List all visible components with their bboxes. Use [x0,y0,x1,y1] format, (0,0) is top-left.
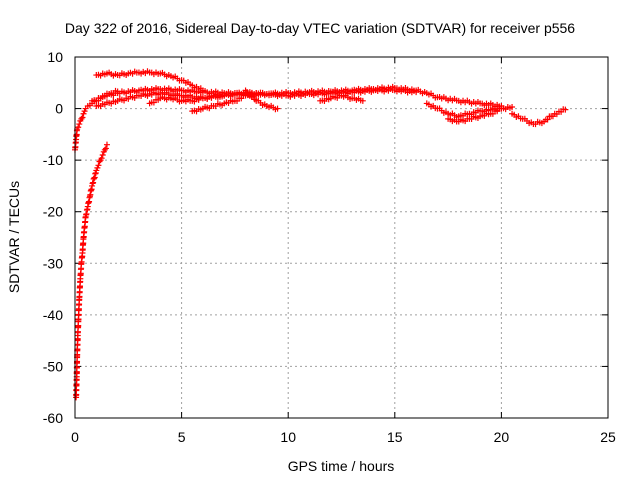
chart-title: Day 322 of 2016, Sidereal Day-to-day VTE… [65,20,575,36]
x-tick-label: 0 [71,429,79,445]
data-point [509,104,516,111]
data-point [359,97,366,104]
data-point [95,162,102,169]
series-band-track-c [146,91,228,107]
series-band-track-f [317,92,366,105]
x-tick-label: 20 [494,429,510,445]
y-tick-label: 10 [47,49,63,65]
series-dip-track-2 [445,104,516,125]
data-point [413,89,420,96]
data-point [274,105,281,112]
data-point [103,141,110,148]
y-tick-label: -60 [43,410,63,426]
axis-ticks: 10 0 -10 -20 -30 -40 -50 -60 0 5 10 15 20 25 [43,49,616,445]
y-tick-label: 0 [55,101,63,117]
interp-point [96,158,103,165]
y-tick-label: -20 [43,204,63,220]
x-axis-label: GPS time / hours [288,458,395,474]
plot-frame [74,56,609,419]
y-tick-label: -50 [43,358,63,374]
data-point [78,115,85,122]
data-point [221,92,228,99]
data-point [253,90,260,97]
interp-point [102,145,109,152]
interp-point [98,155,105,162]
x-tick-label: 10 [280,429,296,445]
x-tick-label: 15 [387,429,403,445]
data-point [99,151,106,158]
series-band-track-e [242,87,281,113]
data-point [562,106,569,113]
data-point [101,146,108,153]
y-axis-label: SDTVAR / TECUs [6,181,22,293]
data-point [76,121,83,128]
grid [75,57,608,418]
y-tick-label: -10 [43,152,63,168]
series-initial-descent-track [73,141,110,401]
x-tick-label: 25 [600,429,616,445]
interp-point [75,124,82,131]
x-tick-label: 5 [178,429,186,445]
interp-point [79,114,86,121]
interp-point [544,116,551,123]
plot-area [72,68,569,401]
y-tick-label: -40 [43,307,63,323]
y-tick-label: -30 [43,255,63,271]
series-late-track [509,106,569,128]
